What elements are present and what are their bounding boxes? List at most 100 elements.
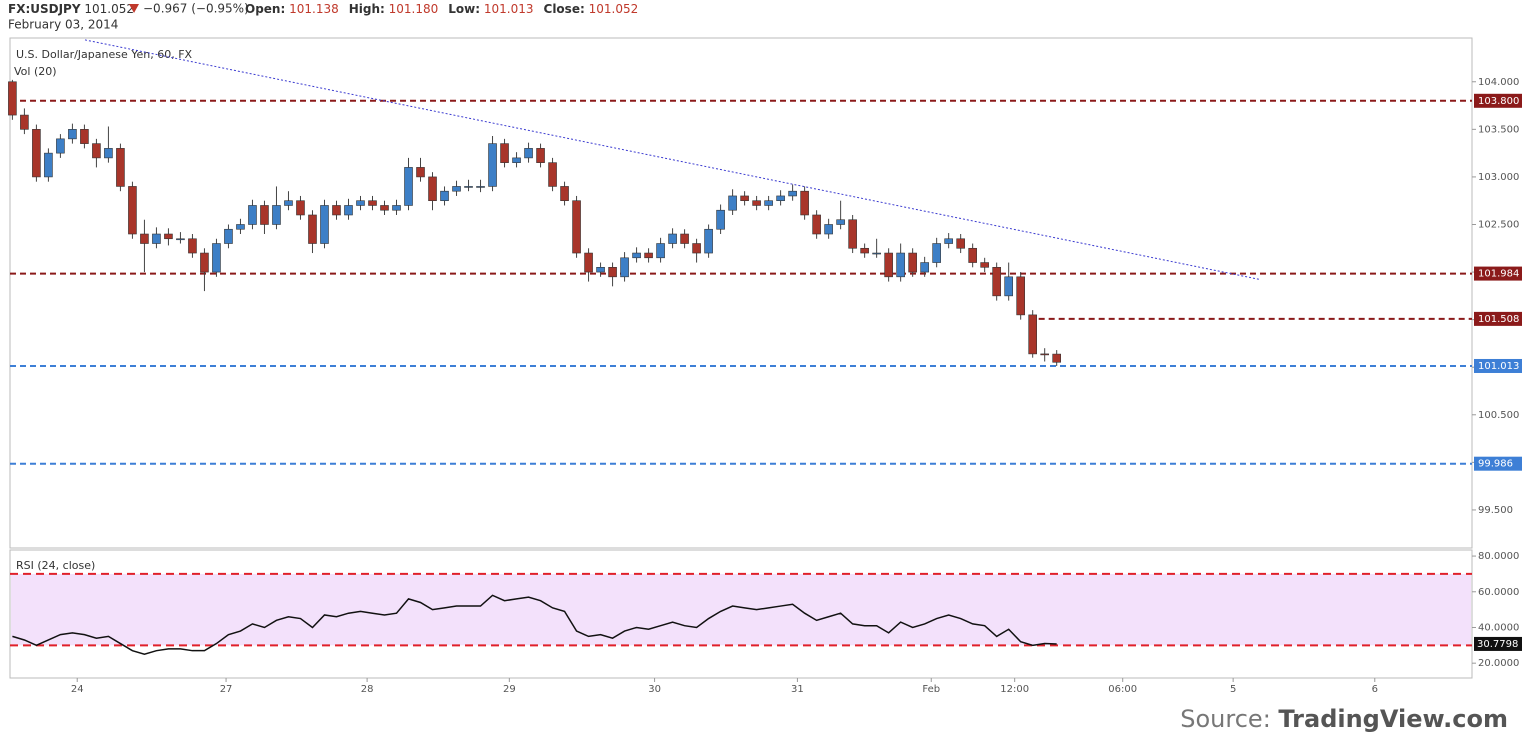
x-tick-label: 12:00	[1000, 684, 1029, 695]
candle-body	[920, 262, 929, 273]
candle-body	[56, 138, 65, 154]
field-label: High:	[349, 2, 385, 16]
candle-body	[392, 205, 401, 211]
level-label-box	[1474, 456, 1522, 471]
candle-body	[488, 143, 497, 187]
candle-body	[272, 205, 281, 225]
candle-body	[296, 200, 305, 216]
candle-body	[140, 233, 149, 244]
change: −0.967 (−0.95%)	[143, 2, 249, 16]
candle-body	[560, 186, 569, 202]
candle-body	[464, 186, 473, 188]
header-fields: Open: 101.138 High: 101.180 Low: 101.013 Cl…	[245, 2, 638, 16]
y-tick-label: 103.000	[1478, 172, 1519, 183]
volume-label: Vol (20)	[14, 65, 57, 78]
y-tick-label: 104.000	[1478, 77, 1519, 88]
level-label: 101.013	[1478, 361, 1519, 372]
candle-body	[332, 205, 341, 216]
rsi-band	[11, 573, 1471, 646]
header-field: Close: 101.052	[544, 2, 639, 16]
candle-body	[992, 267, 1001, 297]
candle-body	[1016, 276, 1025, 316]
header-line: FX:USDJPY 101.052	[8, 2, 134, 16]
level-label: 103.800	[1478, 96, 1519, 107]
rsi-tick-label: 60.0000	[1478, 587, 1519, 598]
candle-body	[44, 152, 53, 178]
candle-body	[404, 167, 413, 206]
candle-body	[104, 148, 113, 159]
candle-body	[68, 129, 77, 140]
candle-body	[320, 205, 329, 244]
candle-body	[872, 252, 881, 255]
candle-body	[836, 219, 845, 225]
candle-body	[944, 238, 953, 244]
source-prefix: Source:	[1180, 705, 1271, 733]
level-label: 101.508	[1478, 314, 1519, 325]
candle-body	[860, 247, 869, 254]
x-tick-label: 30	[648, 684, 661, 695]
candle-body	[32, 129, 41, 178]
y-tick-label: 102.500	[1478, 219, 1519, 230]
rsi-tick-label: 40.0000	[1478, 622, 1519, 633]
candle-body	[728, 195, 737, 211]
down-arrow	[129, 4, 139, 13]
candle-body	[188, 238, 197, 254]
candle-body	[344, 205, 353, 216]
field-label: Close:	[544, 2, 585, 16]
candle-body	[1028, 314, 1037, 355]
x-tick-label: 29	[503, 684, 516, 695]
candle-body	[632, 252, 641, 259]
candle-body	[596, 267, 605, 273]
source-name: TradingView.com	[1278, 705, 1508, 733]
y-tick-label: 99.500	[1478, 505, 1513, 516]
candle-body	[440, 190, 449, 202]
source: Source: TradingView.com	[1180, 705, 1508, 733]
candle-body	[536, 148, 545, 163]
level-label-box	[1474, 358, 1522, 373]
candle-body	[356, 200, 365, 206]
candle-body	[308, 214, 317, 244]
candle-body	[620, 257, 629, 278]
candle-body	[212, 243, 221, 273]
header-field: Low: 101.013	[448, 2, 533, 16]
level-label-box	[1474, 93, 1522, 108]
rsi-last-label: 30.7798	[1477, 639, 1518, 650]
candle-body	[20, 114, 29, 130]
field-value: 101.013	[484, 2, 534, 16]
rsi-line	[12, 594, 1057, 656]
candle-body	[368, 200, 377, 206]
field-label: Open:	[245, 2, 285, 16]
candle-body	[200, 252, 209, 273]
candle-body	[248, 205, 257, 225]
candle-body	[572, 200, 581, 254]
candle-body	[704, 228, 713, 254]
candle-body	[236, 224, 245, 230]
candle-body	[680, 233, 689, 244]
candle-body	[884, 252, 893, 278]
x-tick-label: 6	[1372, 684, 1378, 695]
candle-body	[128, 186, 137, 235]
candle-body	[512, 157, 521, 163]
x-tick-label: Feb	[922, 684, 940, 695]
candle-body	[476, 186, 485, 188]
x-tick-label: 06:00	[1108, 684, 1137, 695]
candle-body	[692, 243, 701, 254]
candle-body	[656, 243, 665, 259]
candle-body	[8, 81, 17, 116]
symbol: FX:USDJPY	[8, 2, 81, 16]
candle-body	[548, 162, 557, 187]
candle-body	[1052, 353, 1061, 363]
rsi-last-box	[1474, 636, 1522, 651]
candle-body	[956, 238, 965, 249]
rsi-tick-label: 20.0000	[1478, 658, 1519, 669]
last-price: 101.052	[84, 2, 134, 16]
level-label-box	[1474, 266, 1522, 281]
header-field: Open: 101.138	[245, 2, 339, 16]
candle-body	[224, 228, 233, 244]
candle-body	[380, 205, 389, 211]
candle-body	[92, 143, 101, 159]
candle-body	[752, 200, 761, 206]
rsi-label: RSI (24, close)	[16, 559, 95, 572]
candle-body	[908, 252, 917, 273]
